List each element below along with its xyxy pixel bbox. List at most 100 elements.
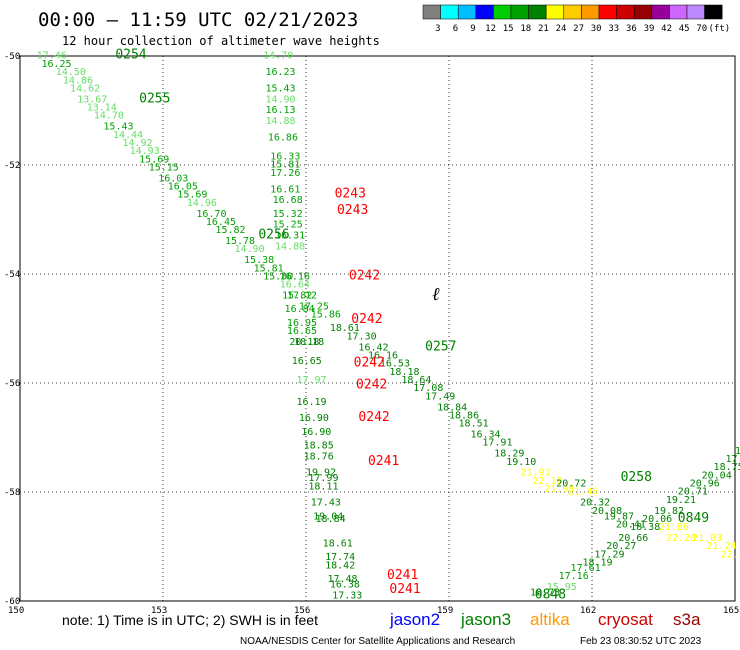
wave-height-value: 19.82	[654, 506, 684, 517]
y-tick-label: -60	[4, 597, 20, 607]
y-tick-label: -54	[4, 270, 20, 280]
wave-height-value: 18.75	[714, 462, 740, 473]
wave-height-value: 22.50	[721, 549, 740, 560]
wave-height-value: 15.32	[273, 209, 303, 220]
wave-height-value: 15.69	[177, 190, 207, 201]
pass-label: 0242	[358, 410, 389, 425]
pass-label: 0254	[115, 48, 146, 63]
wave-height-values: 17.4616.2514.5014.8614.6213.6713.1414.70…	[37, 51, 740, 602]
wave-height-value: 14.96	[187, 198, 217, 209]
wave-height-value: 18.19	[582, 558, 612, 569]
colorbar-label: 27	[573, 24, 584, 34]
colorbar-label: 30	[591, 24, 602, 34]
wave-height-value: 17.97	[296, 375, 326, 386]
colorbar-swatch	[545, 4, 565, 20]
colorbar-label: 12	[485, 24, 496, 34]
wave-height-value: 15.69	[139, 154, 169, 165]
wave-height-value: 17.46	[37, 51, 67, 62]
wave-height-value: 16.05	[168, 182, 198, 193]
wave-height-value: 19.92	[306, 468, 336, 479]
pass-label: 0257	[425, 339, 456, 354]
wave-height-value: 17.26	[270, 168, 300, 179]
wave-height-value: 20.18	[289, 337, 319, 348]
credit: NOAA/NESDIS Center for Satellite Applica…	[240, 636, 515, 647]
wave-height-value: 19.87	[604, 511, 634, 522]
wave-height-value: 15.95	[547, 582, 577, 593]
wave-height-value: 21.24	[706, 541, 736, 552]
wave-height-value: 17.51	[735, 446, 740, 457]
wave-height-value: 14.70	[94, 111, 124, 122]
wave-height-value: 19.21	[666, 495, 696, 506]
pass-label: 0242	[349, 268, 380, 283]
track-marker-glyph: ℓ	[432, 284, 440, 304]
colorbar-label: 6	[453, 24, 458, 34]
legend-s3a: s3a	[673, 610, 701, 629]
wave-height-value: 20.72	[556, 479, 586, 490]
wave-height-value: 15.25	[273, 220, 303, 231]
wave-height-value: 16.45	[206, 217, 236, 228]
wave-height-value: 16.23	[265, 67, 295, 78]
colorbar-label: 15	[503, 24, 514, 34]
wave-height-value: 17.29	[594, 549, 624, 560]
wave-height-value: 16.25	[41, 59, 71, 70]
wave-height-value: 17.49	[425, 391, 455, 402]
wave-height-value: 14.88	[265, 116, 295, 127]
colorbar-swatch	[457, 4, 477, 20]
y-tick-label: -52	[4, 161, 20, 171]
pass-label: 0242	[351, 312, 382, 327]
wave-height-value: 17.99	[308, 473, 338, 484]
legend-jason3: jason3	[460, 610, 511, 629]
wave-height-value: 14.90	[235, 244, 265, 255]
wave-height-value: 18.84	[316, 514, 346, 525]
colorbar-swatch	[475, 4, 494, 20]
wave-height-value: 16.65	[287, 326, 317, 337]
colorbar-legend: 3 6 9 12 15 18 21 24 27 30 33 36 39 42 45 70 (ft)	[422, 4, 730, 34]
wave-height-value: 20.66	[618, 533, 648, 544]
wave-height-value: 21.46	[568, 487, 598, 498]
wave-height-value: 14.88	[275, 241, 305, 252]
wave-height-value: 14.93	[130, 146, 160, 157]
wave-height-value: 20.06	[642, 514, 672, 525]
colorbar-swatch	[669, 4, 688, 20]
wave-height-value: 20.32	[580, 498, 610, 509]
chart-title: 00:00 – 11:59 UTC 02/21/2023	[38, 9, 358, 31]
wave-height-value: 15.82	[282, 291, 312, 302]
wave-height-value: 18.73	[530, 588, 560, 599]
wave-height-value: 17.16	[559, 571, 589, 582]
wave-height-value: 15.38	[244, 255, 274, 266]
wave-height-value: 18.61	[330, 323, 360, 334]
wave-height-value: 18.85	[304, 440, 334, 451]
colorbar-label: 33	[608, 24, 619, 34]
wave-height-value: 16.68	[273, 195, 303, 206]
wave-height-value: 18.76	[304, 451, 334, 462]
wave-height-value: 15.15	[149, 162, 179, 173]
wave-height-value: 18.18	[389, 367, 419, 378]
wave-height-value: 21.91	[521, 468, 551, 479]
wave-height-value: 13.67	[77, 94, 107, 105]
wave-height-value: 16.34	[470, 430, 500, 441]
pass-label: 0849	[678, 511, 709, 526]
wave-height-value: 16.61	[270, 184, 300, 195]
wave-height-value: 16.65	[292, 356, 322, 367]
wave-height-value: 16.19	[296, 397, 326, 408]
wave-height-value: 21.86	[659, 522, 689, 533]
wave-height-value: 18.42	[325, 560, 355, 571]
pass-label: 0255	[139, 91, 170, 106]
wave-height-value: 17.43	[311, 498, 341, 509]
wave-height-value: 13.14	[87, 103, 117, 114]
colorbar-label: 24	[556, 24, 567, 34]
colorbar-swatch	[563, 4, 582, 20]
wave-height-value: 21.03	[692, 533, 722, 544]
colorbar-label: 70	[696, 24, 707, 34]
wave-height-value: 18.18	[294, 337, 324, 348]
x-tick-label: 150	[8, 606, 24, 616]
wave-height-value: 16.84	[285, 304, 315, 315]
legend-altika: altika	[530, 610, 570, 629]
pass-label: 0848	[535, 587, 566, 602]
pass-label: 0243	[337, 203, 368, 218]
wave-height-value: 20.08	[592, 506, 622, 517]
wave-height-value: 22.20	[666, 533, 696, 544]
wave-height-value: 15.80	[263, 271, 293, 282]
wave-height-value: 17.91	[482, 438, 512, 449]
